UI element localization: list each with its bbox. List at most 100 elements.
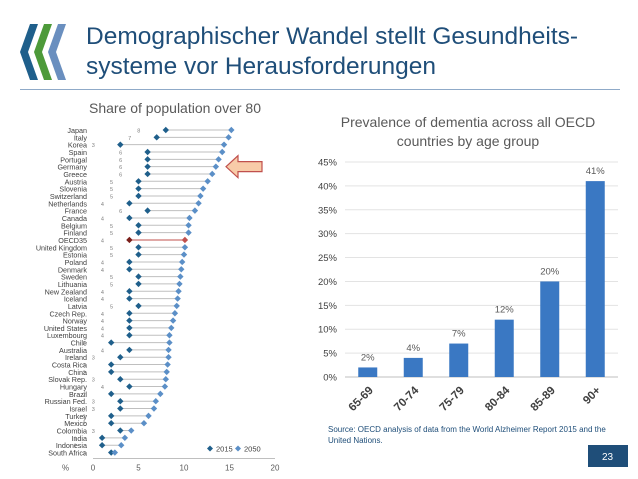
value-label-2015: 2 (83, 370, 86, 376)
marker-2015 (126, 266, 133, 273)
marker-2015 (117, 354, 124, 361)
value-label-2015: 4 (101, 260, 104, 266)
marker-2015 (108, 412, 115, 420)
value-label-2015: 2 (83, 363, 86, 369)
marker-2050 (212, 163, 220, 170)
marker-2015 (144, 207, 151, 214)
x-axis-label: % (62, 464, 69, 473)
legend-label-2015: 2015 (216, 445, 233, 454)
value-label-2015: 3 (92, 356, 95, 362)
category-label: Denmark (58, 265, 88, 274)
data-label: 7% (452, 329, 466, 340)
x-tick-label: 75-79 (438, 385, 467, 414)
value-label-2015: 5 (110, 304, 113, 310)
value-label-2015: 4 (101, 290, 104, 296)
value-label-2015: 4 (101, 385, 104, 391)
marker-2050 (140, 420, 148, 427)
category-label: Germany (57, 163, 87, 172)
marker-2015 (153, 134, 160, 141)
value-label-2015: 4 (101, 319, 104, 325)
marker-2050 (199, 185, 207, 192)
category-label: Chile (71, 339, 87, 348)
highlight-arrow-icon (225, 154, 263, 180)
value-label-2015: 5 (110, 224, 113, 230)
category-label: Czech Rep. (49, 309, 87, 318)
marker-2050 (162, 376, 169, 383)
bar (540, 281, 560, 377)
y-tick-label: 10% (318, 325, 338, 336)
marker-2015 (126, 324, 133, 332)
category-label: Israel (69, 405, 87, 414)
x-tick-label: 80-84 (483, 384, 513, 414)
marker-2015 (135, 178, 142, 185)
category-label: Estonia (63, 251, 87, 260)
marker-2050 (228, 126, 235, 134)
marker-2015 (117, 398, 124, 405)
value-label-2015: 3 (92, 378, 95, 384)
x-tick-label: 0 (91, 464, 96, 473)
marker-2050 (180, 251, 188, 258)
y-tick-label: 45% (318, 158, 338, 169)
category-label: Switzerland (50, 192, 87, 201)
marker-2015 (126, 346, 133, 354)
marker-2050 (150, 405, 158, 412)
legend-marker-2050 (235, 445, 241, 452)
marker-2050 (185, 222, 192, 229)
category-label: Mexico (64, 419, 87, 428)
marker-2015 (108, 390, 115, 398)
marker-2015 (135, 244, 142, 251)
marker-2050 (173, 302, 180, 310)
marker-2015 (126, 288, 133, 295)
category-label: Netherlands (48, 199, 87, 208)
value-label-2015: 4 (101, 297, 104, 303)
y-tick-label: 20% (318, 277, 338, 288)
value-label-2015: 5 (110, 187, 113, 193)
value-label-2015: 6 (119, 165, 122, 171)
category-label: Korea (68, 141, 87, 150)
data-label: 4% (406, 343, 420, 354)
category-label: Portugal (60, 155, 87, 164)
marker-2050 (145, 412, 152, 420)
y-tick-label: 35% (318, 205, 338, 216)
marker-2050 (128, 427, 135, 434)
marker-2015 (126, 236, 133, 244)
value-label-2015: 6 (119, 158, 122, 164)
value-label-2015: 2 (83, 414, 86, 420)
data-label: 20% (540, 266, 560, 277)
y-tick-label: 30% (318, 229, 338, 240)
value-label-2015: 8 (137, 129, 140, 135)
x-tick-label: 65-69 (347, 385, 376, 414)
value-label-2015: 4 (101, 238, 104, 244)
marker-2015 (135, 280, 142, 288)
marker-2050 (121, 434, 129, 442)
category-label: Iceland (64, 295, 87, 304)
marker-2050 (178, 258, 186, 266)
category-label: Spain (69, 148, 87, 157)
marker-2050 (209, 170, 216, 178)
marker-2050 (165, 354, 172, 361)
marker-2050 (186, 214, 193, 222)
bar (403, 357, 423, 377)
page-number: 23 (602, 452, 614, 463)
marker-2015 (144, 170, 151, 178)
marker-2015 (126, 332, 133, 339)
bar (449, 343, 469, 377)
value-label-2015: 3 (92, 143, 95, 149)
value-label-2015: 3 (92, 407, 95, 413)
marker-2015 (108, 449, 115, 456)
right-chart-title: Prevalence of dementia across all OECD c… (318, 113, 618, 151)
marker-2050 (176, 280, 183, 288)
category-label: South Africa (48, 449, 87, 458)
marker-2015 (144, 156, 151, 163)
value-label-2015: 4 (101, 202, 104, 208)
marker-2050 (168, 324, 175, 332)
marker-2015 (126, 317, 133, 324)
marker-2015 (98, 434, 106, 442)
marker-2050 (177, 273, 184, 280)
category-label: New Zealand (45, 287, 87, 296)
marker-2015 (126, 258, 133, 266)
marker-2015 (117, 141, 124, 148)
value-label-2015: 6 (119, 172, 122, 178)
